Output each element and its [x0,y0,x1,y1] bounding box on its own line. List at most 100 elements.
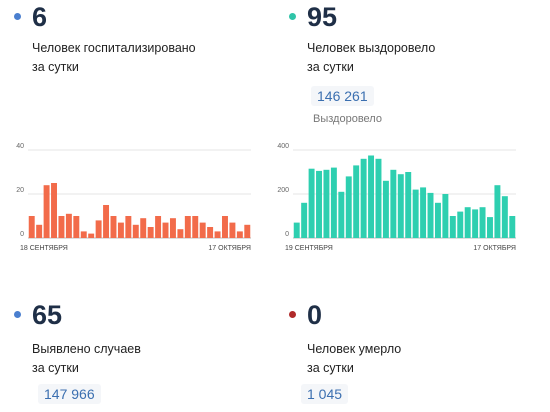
recovered-chart-bar [382,180,389,238]
recovered-chart-bar [487,217,493,238]
deaths-dot [289,311,296,318]
recovered-chart-bar [509,216,516,238]
hospitalized-chart-bar [43,185,50,238]
recovered-chart-bar [368,155,375,238]
deaths-desc-line2: за сутки [307,361,354,375]
hospitalized-chart-bar [117,222,124,238]
hospitalized-desc-line1: Человек госпитализировано [32,41,196,55]
hospitalized-chart-bar [169,218,176,238]
hospitalized-chart-bar [28,216,35,238]
recovered-chart-bar [427,192,434,238]
deaths-stat: 0 [289,300,539,330]
hospitalized-panel: 6 Человек госпитализировано за сутки 0 20… [14,2,264,252]
deaths-value: 0 [307,300,323,330]
hospitalized-chart-bar [80,231,87,238]
hospitalized-chart-y-tick-label: 20 [16,187,24,194]
hospitalized-chart-bar [110,216,117,238]
recovered-chart-bar [308,168,315,238]
recovered-chart-bar [501,196,508,238]
recovered-chart-bar [301,202,308,238]
recovered-chart-x-start-label: 19 СЕНТЯБРЯ [285,245,333,252]
hospitalized-chart-bar [236,231,243,238]
hospitalized-chart-bar [162,222,169,238]
hospitalized-chart-x-end-label: 17 ОКТЯБРЯ [208,245,251,252]
recovered-desc-line2: за сутки [307,60,354,74]
hospitalized-chart-bar [222,216,228,238]
hospitalized-chart-bar [125,216,132,238]
recovered-desc-line1: Человек выздоровело [307,41,436,55]
cases-dot [14,311,21,318]
recovered-chart-bar [323,169,330,238]
hospitalized-chart-bar [103,205,110,238]
cases-panel: 65 Выявлено случаев за сутки 147 966 [14,300,264,410]
hospitalized-chart-x-start-label: 18 СЕНТЯБРЯ [20,245,68,252]
recovered-chart-bar [457,211,464,238]
deaths-panel: 0 Человек умерло за сутки 1 045 [289,300,539,410]
recovered-chart-bar [464,207,471,238]
hospitalized-chart-bar [73,216,80,238]
hospitalized-chart-bar [65,213,72,238]
recovered-chart-bar [345,176,352,238]
recovered-chart: 0 200 400 19 СЕНТЯБРЯ 17 ОКТЯБРЯ [277,143,516,252]
hospitalized-chart-bar [155,216,162,238]
hospitalized-chart-bar [229,222,236,238]
hospitalized-chart-bar [88,233,95,238]
hospitalized-stat: 6 [14,2,264,32]
cases-stat: 65 [14,300,264,330]
recovered-chart-bar [390,169,397,238]
cases-desc-line2: за сутки [32,361,79,375]
recovered-total-label: Выздоровело [313,113,382,125]
hospitalized-dot [14,13,21,20]
recovered-chart-bar [479,207,486,238]
recovered-chart-bar [397,174,404,238]
cases-desc-line1: Выявлено случаев [32,342,141,356]
recovered-dot [289,13,296,20]
recovered-stat: 95 [289,2,549,32]
hospitalized-chart-bar [184,216,191,238]
recovered-chart-bar [360,158,367,238]
recovered-value: 95 [307,2,338,32]
cases-total: 147 966 [38,384,101,404]
recovered-total: 146 261 [311,86,374,106]
recovered-chart-bar [412,189,419,238]
cases-value: 65 [32,300,63,330]
recovered-chart-x-end-label: 17 ОКТЯБРЯ [473,245,516,252]
hospitalized-chart-y-tick-label: 0 [20,231,24,238]
recovered-chart-bar [494,185,501,238]
hospitalized-chart-bar [51,183,57,238]
recovered-chart-bar [420,187,427,238]
recovered-chart-y-tick-label: 0 [285,231,289,238]
recovered-chart-bar [375,158,382,238]
hospitalized-chart-bar [192,216,199,238]
recovered-chart-y-tick-label: 400 [277,143,289,150]
hospitalized-value: 6 [32,2,48,32]
hospitalized-desc-line2: за сутки [32,60,79,74]
hospitalized-chart-bar [95,220,102,238]
recovered-chart-bar [472,209,479,238]
hospitalized-chart-bar [132,224,139,238]
recovered-chart-bar [405,172,412,238]
hospitalized-chart-bar [244,224,251,238]
recovered-chart-y-tick-label: 200 [277,187,289,194]
recovered-chart-bar [293,222,300,238]
recovered-panel: 95 Человек выздоровело за сутки 146 261 … [277,2,549,252]
recovered-description: Человек выздоровело за сутки [307,39,435,77]
hospitalized-chart-bar [177,229,184,238]
hospitalized-chart-bar [147,227,154,238]
hospitalized-chart-y-tick-label: 40 [16,143,24,150]
recovered-chart-bar [449,216,456,238]
hospitalized-description: Человек госпитализировано за сутки [32,39,196,77]
recovered-chart-bar [434,202,441,238]
recovered-chart-bar [442,194,449,238]
hospitalized-chart-bar [36,224,43,238]
recovered-chart-bar [316,170,322,238]
deaths-desc-line1: Человек умерло [307,342,402,356]
recovered-chart-bar [353,165,360,238]
deaths-total: 1 045 [301,384,349,404]
recovered-chart-bar [338,191,345,238]
hospitalized-chart-bar [214,231,221,238]
hospitalized-chart-bar [140,218,147,238]
cases-description: Выявлено случаев за сутки [32,340,141,378]
deaths-description: Человек умерло за сутки [307,340,401,378]
recovered-chart-bar [330,167,337,238]
